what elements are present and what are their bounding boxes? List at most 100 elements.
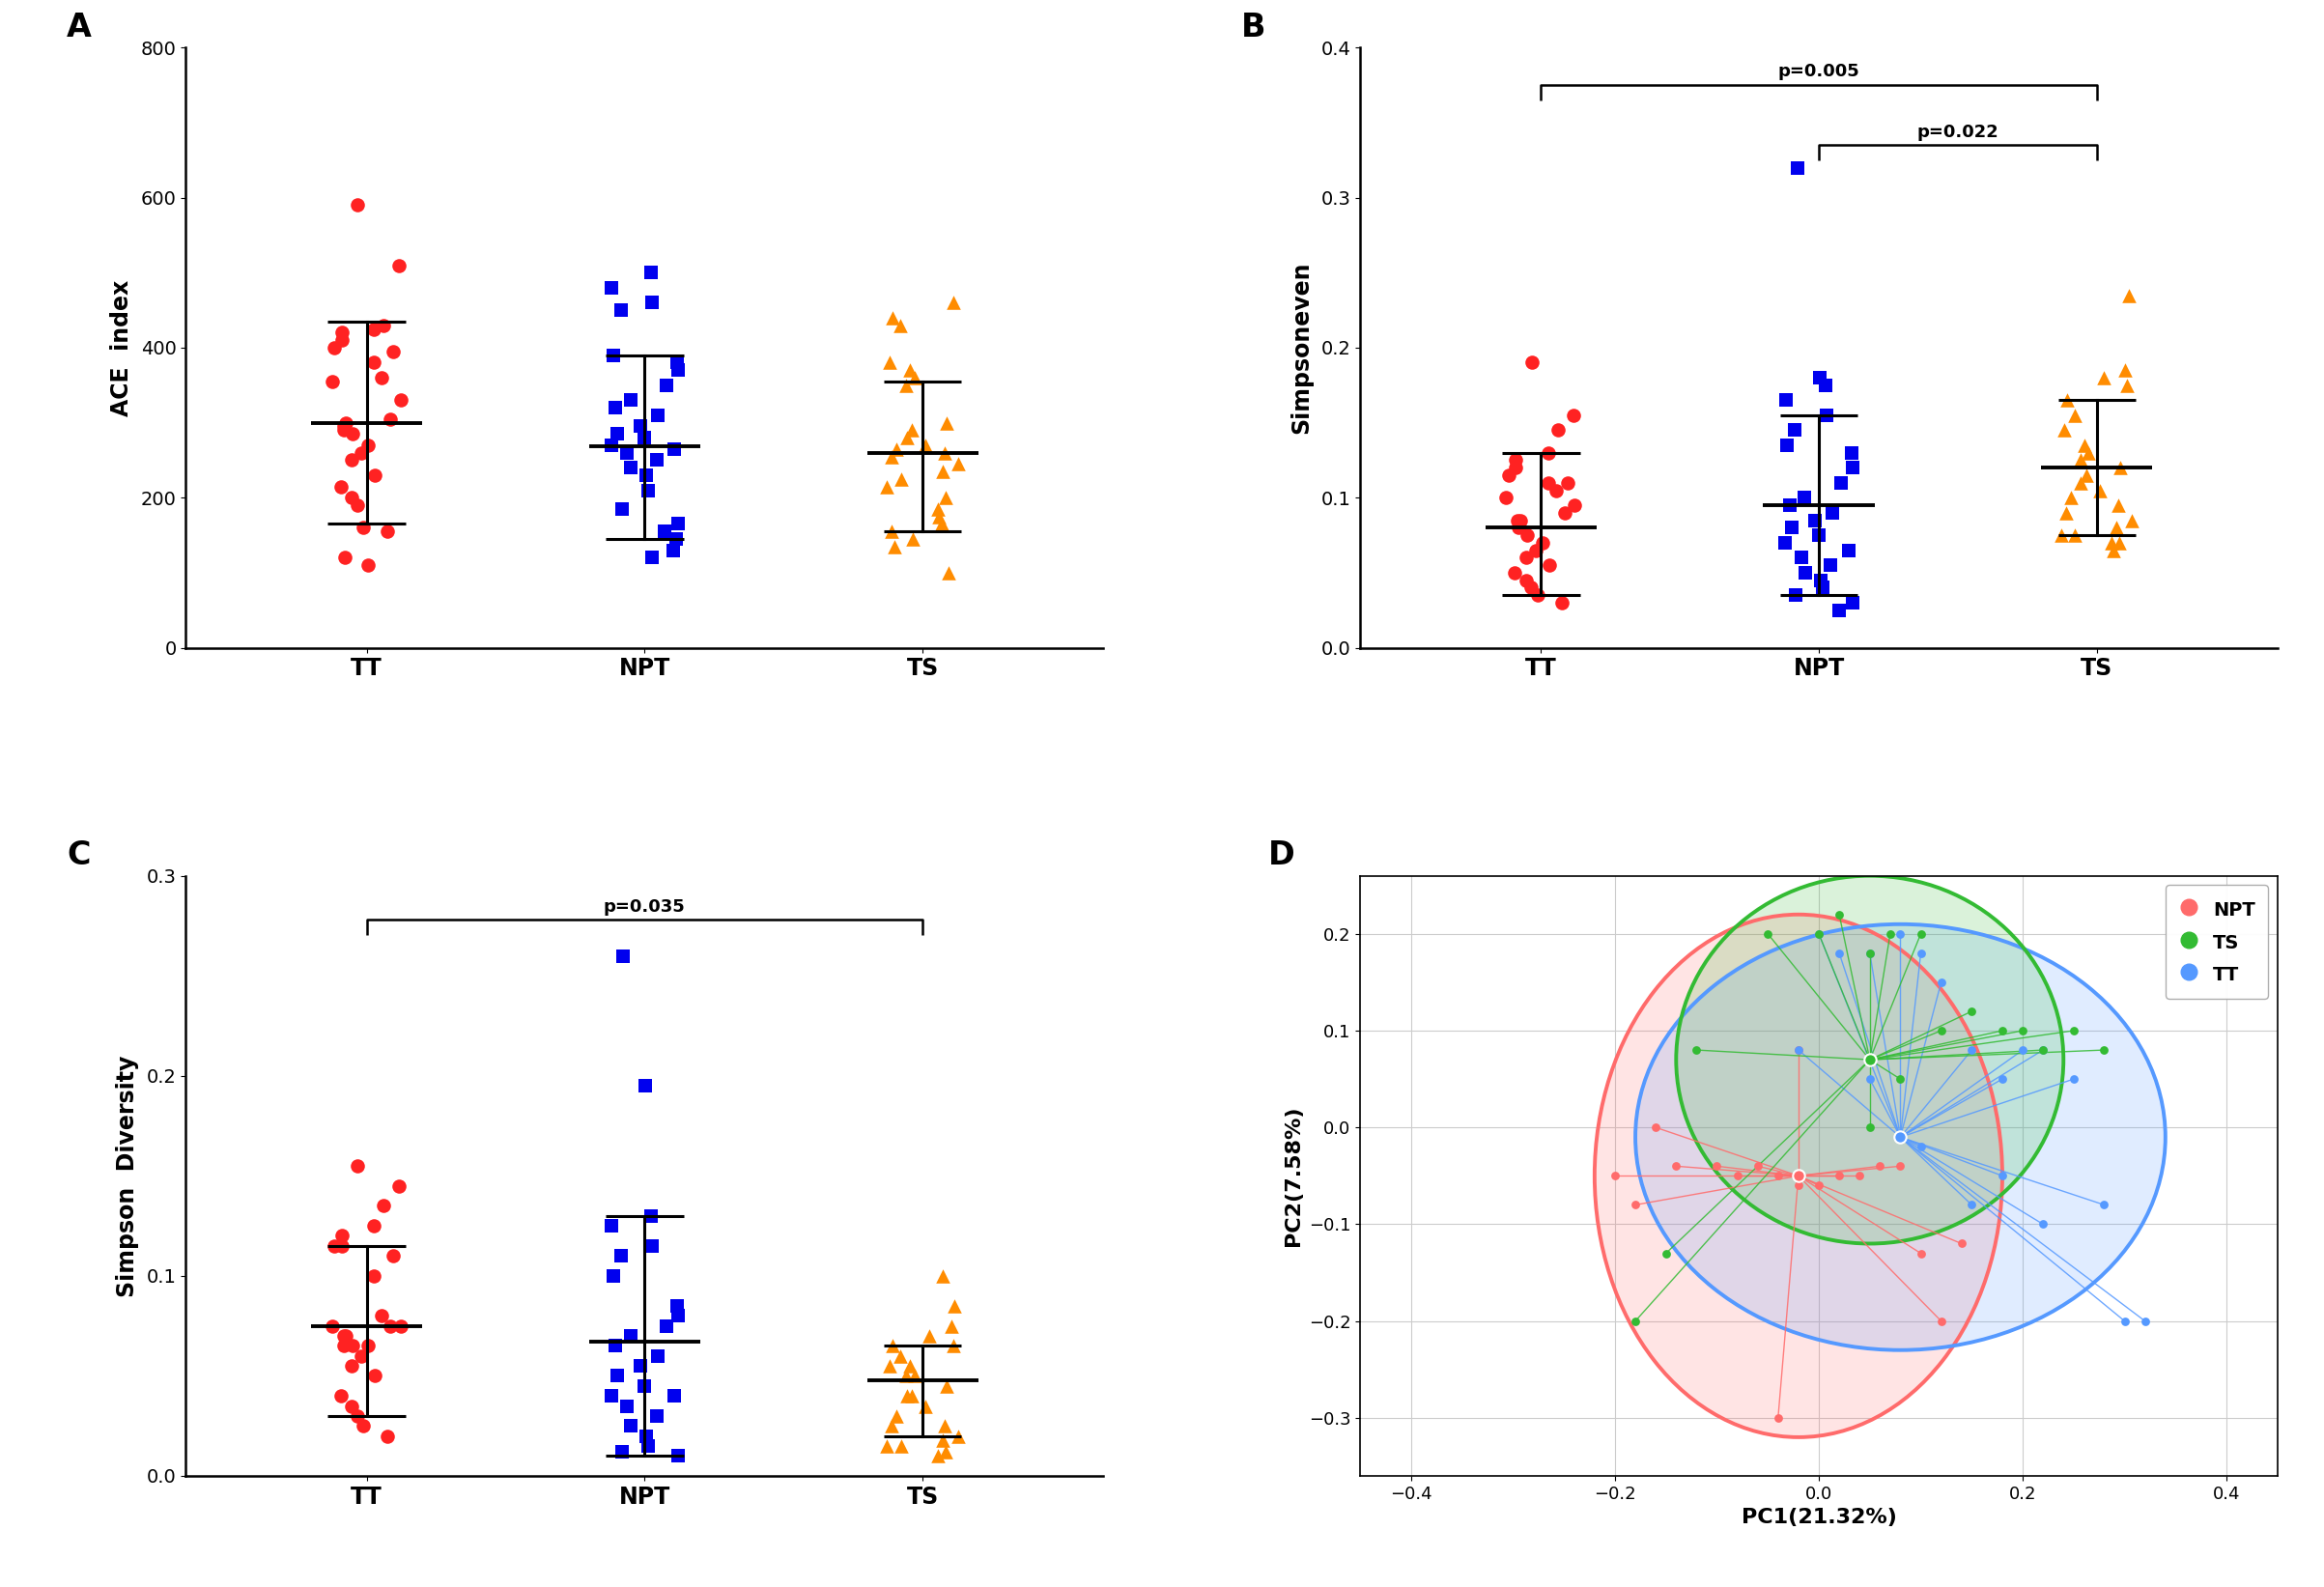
Point (925, 1263, 962, 1289)
Text: p=0.035: p=0.035 (604, 898, 686, 916)
Y-axis label: ACE  index: ACE index (109, 279, 132, 416)
Point (374, 1243, 411, 1268)
Point (2057, 522, 2094, 548)
Point (1769, 433, 1806, 459)
Point (1636, 1114, 1673, 1139)
Point (365, 1193, 402, 1219)
Point (637, 448, 674, 473)
Point (2082, 478, 2119, 503)
Point (1536, 478, 1573, 503)
Point (2061, 448, 2099, 473)
Point (325, 417, 363, 443)
Point (1513, 351, 1550, 376)
Point (1501, 508, 1538, 533)
Point (351, 1333, 388, 1358)
Point (2047, 500, 2085, 525)
Point (634, 290, 672, 316)
Point (872, 351, 909, 376)
Ellipse shape (1594, 914, 2003, 1438)
Point (323, 327, 360, 352)
Point (2061, 470, 2099, 495)
Point (2094, 530, 2131, 555)
Point (655, 538, 693, 563)
Point (2108, 357, 2145, 382)
Text: A: A (67, 11, 91, 43)
Point (1769, 387, 1806, 413)
Point (1852, 941, 1889, 966)
Point (611, 387, 648, 413)
Point (2126, 1308, 2164, 1333)
Point (911, 1324, 948, 1349)
Point (2101, 530, 2138, 555)
Point (2054, 1066, 2092, 1092)
Point (1820, 901, 1857, 927)
Point (1952, 998, 1989, 1024)
Point (600, 421, 637, 446)
Point (2099, 516, 2136, 541)
Point (2113, 508, 2150, 533)
Point (927, 486, 964, 511)
Point (925, 440, 962, 465)
Point (602, 1243, 639, 1268)
Point (328, 1324, 365, 1349)
Point (883, 467, 920, 492)
Point (646, 519, 683, 544)
Point (2094, 538, 2131, 563)
Point (328, 409, 365, 435)
Point (1852, 1114, 1889, 1139)
Point (1801, 365, 1838, 390)
Point (597, 395, 634, 421)
Point (660, 1443, 697, 1468)
Point (923, 511, 960, 536)
Point (381, 1173, 418, 1198)
Point (1882, 1066, 1920, 1092)
Point (627, 1424, 665, 1449)
Point (604, 943, 641, 968)
Point (323, 321, 360, 346)
Point (1841, 1163, 1878, 1189)
Point (1513, 574, 1550, 600)
Point (335, 421, 372, 446)
Point (332, 1393, 370, 1419)
Point (381, 387, 418, 413)
Y-axis label: Simpson  Diversity: Simpson Diversity (116, 1055, 139, 1297)
Point (1780, 1038, 1817, 1063)
Point (1778, 156, 1815, 181)
Point (614, 1412, 651, 1438)
Point (655, 436, 693, 462)
Point (2085, 365, 2122, 390)
Point (1801, 920, 1838, 946)
Point (593, 275, 630, 300)
Point (344, 1343, 381, 1368)
Point (325, 414, 363, 440)
Point (923, 459, 960, 484)
Point (1529, 470, 1566, 495)
Point (1487, 486, 1525, 511)
Point (1820, 1163, 1857, 1189)
Point (1780, 1038, 1817, 1063)
Point (1852, 941, 1889, 966)
Point (1985, 1163, 2022, 1189)
Point (614, 455, 651, 481)
Point (2003, 1038, 2040, 1063)
Point (344, 516, 381, 541)
Point (2003, 1017, 2040, 1043)
Point (356, 1212, 393, 1238)
Point (934, 290, 971, 316)
Point (1499, 508, 1536, 533)
Point (1518, 538, 1555, 563)
Point (2110, 282, 2147, 308)
Point (2101, 492, 2138, 517)
Point (658, 351, 695, 376)
Point (1780, 1163, 1817, 1189)
Point (1952, 1192, 1989, 1217)
Point (1720, 1163, 1757, 1189)
Ellipse shape (1636, 924, 2166, 1351)
Point (339, 492, 376, 517)
Point (363, 1303, 400, 1328)
Point (351, 433, 388, 459)
Point (2071, 440, 2108, 465)
Point (365, 313, 402, 338)
Point (1882, 920, 1920, 946)
X-axis label: PC1(21.32%): PC1(21.32%) (1741, 1508, 1896, 1527)
